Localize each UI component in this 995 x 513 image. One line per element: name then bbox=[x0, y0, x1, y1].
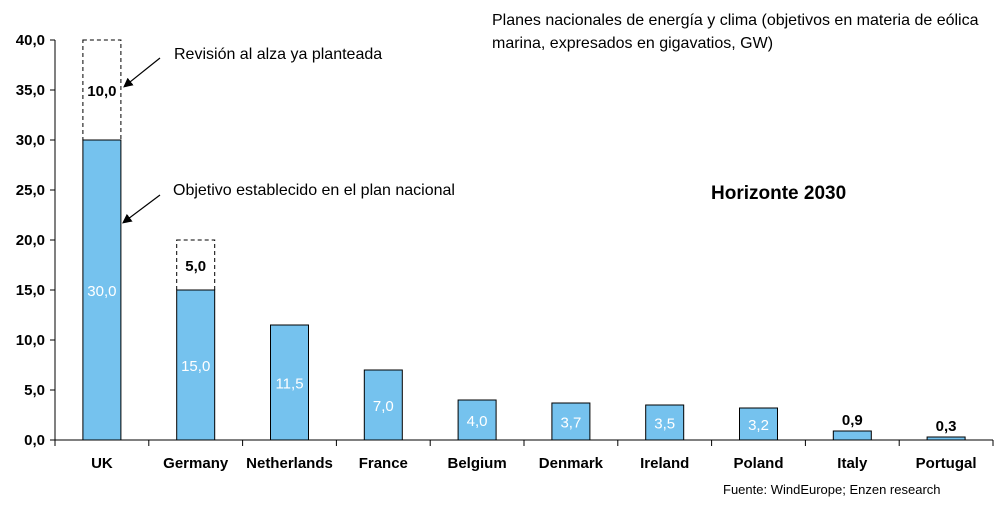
bar-value-label: 15,0 bbox=[181, 358, 210, 375]
x-category-label: Italy bbox=[837, 455, 868, 472]
bar-value-label: 0,3 bbox=[936, 418, 957, 435]
x-category-label: Poland bbox=[733, 455, 783, 472]
annotation-arrow-objective bbox=[122, 194, 161, 224]
bar-objective bbox=[363, 369, 403, 441]
bar-objective bbox=[832, 430, 872, 441]
y-tick-label: 30,0 bbox=[16, 132, 45, 149]
bar-value-label: 0,9 bbox=[842, 412, 863, 429]
source-note: Fuente: WindEurope; Enzen research bbox=[723, 482, 941, 497]
bar-objective bbox=[176, 289, 216, 441]
bar-objective bbox=[645, 404, 685, 441]
bar-value-label: 30,0 bbox=[87, 283, 116, 300]
x-category-label: Germany bbox=[163, 455, 229, 472]
annotation-objective: Objetivo establecido en el plan nacional bbox=[173, 182, 455, 199]
x-category-label: Ireland bbox=[640, 455, 689, 472]
y-tick-label: 40,0 bbox=[16, 32, 45, 49]
bar-objective bbox=[270, 324, 309, 441]
y-tick-label: 5,0 bbox=[24, 382, 45, 399]
bar-value-label: 3,7 bbox=[560, 415, 581, 432]
y-tick-label: 0,0 bbox=[24, 432, 45, 449]
bar-value-label: 3,5 bbox=[654, 416, 675, 433]
bar-revision bbox=[176, 239, 216, 291]
y-tick-label: 15,0 bbox=[16, 282, 45, 299]
bar-value-label: 7,0 bbox=[373, 398, 394, 415]
x-axis: UK Germany Netherlands France Belgium Denmark… bbox=[54, 439, 994, 472]
x-category-label: Belgium bbox=[448, 455, 507, 472]
bar-value-label: 4,0 bbox=[467, 413, 488, 430]
chart-subtitle: Horizonte 2030 bbox=[711, 183, 847, 204]
chart-title: Planes nacionales de energía y clima (ob… bbox=[492, 12, 979, 52]
bar-value-label: 3,2 bbox=[748, 417, 769, 434]
bars: 30,0 10,0 15,0 5,0 11,5 7,0 4,0 3,7 3,5 3,2 0,9 0,3 bbox=[82, 39, 966, 441]
bar-revision-label: 10,0 bbox=[87, 83, 116, 100]
x-category-label: Denmark bbox=[539, 455, 604, 472]
y-tick-label: 25,0 bbox=[16, 182, 45, 199]
y-tick-label: 35,0 bbox=[16, 82, 45, 99]
y-tick-label: 10,0 bbox=[16, 332, 45, 349]
annotation-arrow-revision bbox=[123, 57, 161, 88]
bar-value-label: 11,5 bbox=[275, 376, 303, 393]
x-category-label: UK bbox=[91, 455, 113, 472]
x-category-label: Netherlands bbox=[246, 455, 333, 472]
y-axis: 0,0 5,0 10,0 15,0 20,0 25,0 30,0 35,0 40,0 bbox=[16, 32, 56, 449]
bar-revision-label: 5,0 bbox=[185, 258, 206, 275]
y-tick-label: 20,0 bbox=[16, 232, 45, 249]
annotation-revision: Revisión al alza ya planteada bbox=[174, 46, 383, 63]
x-category-label: Portugal bbox=[916, 455, 977, 472]
bar-revision bbox=[82, 39, 122, 141]
x-category-label: France bbox=[359, 455, 408, 472]
